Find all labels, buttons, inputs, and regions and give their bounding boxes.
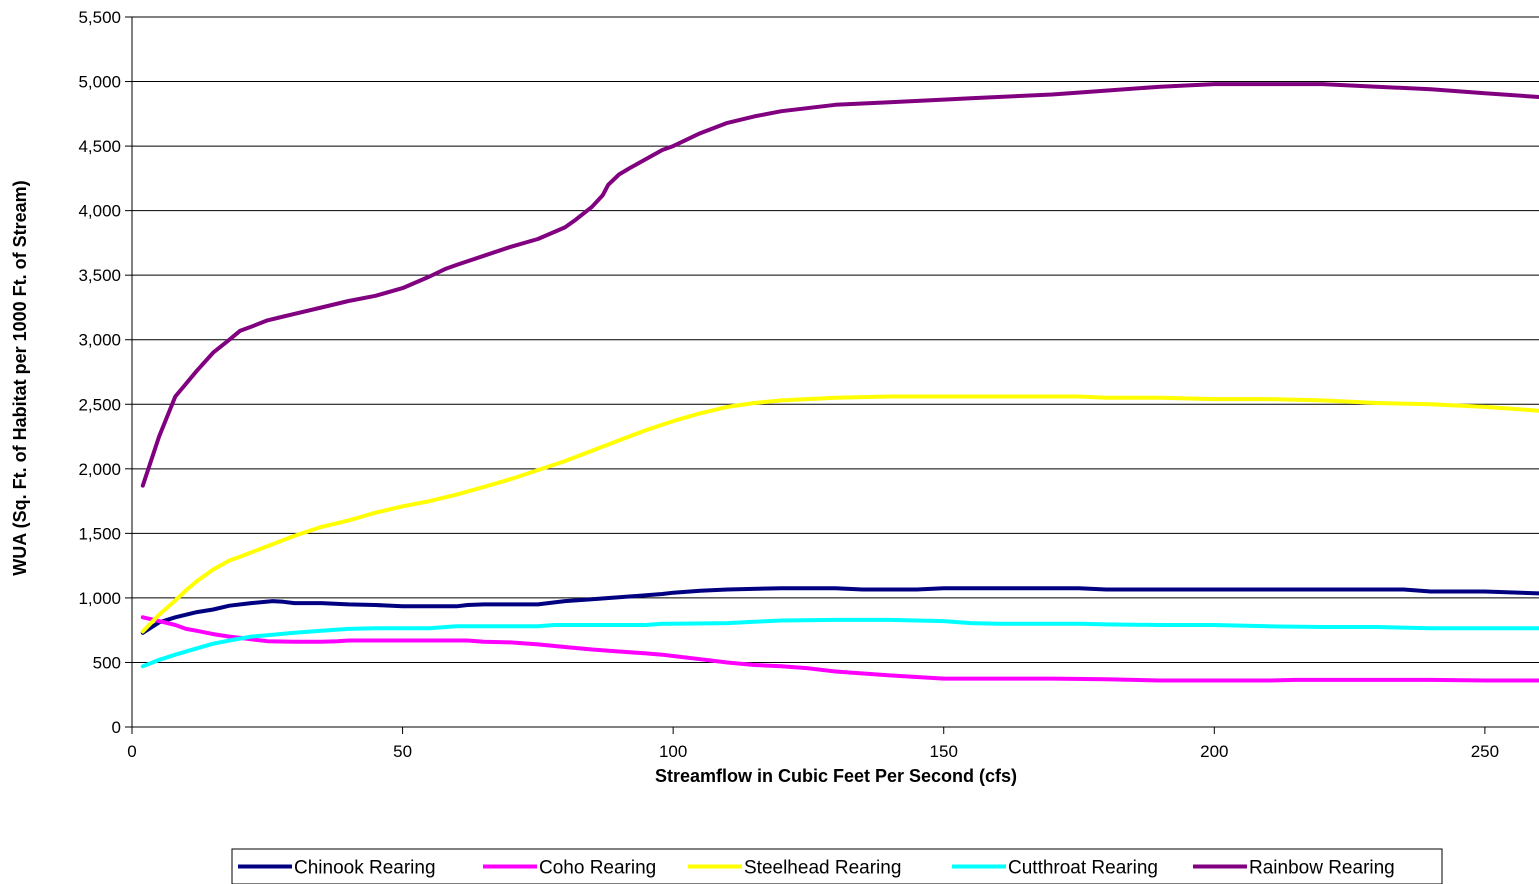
y-tick-labels: 0 500 1,000 1,500 2,000 2,500 3,000 3,500 4,000 4… <box>78 8 121 737</box>
x-tick-label: 200 <box>1200 742 1228 761</box>
x-tick-label: 50 <box>393 742 412 761</box>
y-axis-title: WUA (Sq. Ft. of Habitat per 1000 Ft. of … <box>10 180 30 575</box>
x-tick-labels: 0 50 100 150 200 250 <box>127 742 1499 761</box>
y-tick-label: 3,500 <box>78 266 121 285</box>
series-line-coho-rearing <box>140 615 1539 683</box>
x-tick-label: 0 <box>127 742 136 761</box>
legend-label: Rainbow Rearing <box>1249 858 1395 879</box>
series-line-steelhead-rearing <box>140 394 1539 634</box>
series-line-cutthroat-rearing <box>140 617 1539 669</box>
series-lines <box>140 82 1539 683</box>
legend-label: Coho Rearing <box>539 858 656 879</box>
legend-label: Cutthroat Rearing <box>1008 858 1158 879</box>
legend-label: Chinook Rearing <box>294 858 436 879</box>
y-tick-label: 4,000 <box>78 202 121 221</box>
y-tick-label: 1,000 <box>78 589 121 608</box>
y-tick-label: 2,500 <box>78 395 121 414</box>
series-line-chinook-rearing <box>140 586 1539 635</box>
y-tick-label: 1,500 <box>78 524 121 543</box>
y-tick-label: 3,000 <box>78 331 121 350</box>
x-tick-label: 150 <box>930 742 958 761</box>
x-tick-label: 250 <box>1471 742 1499 761</box>
y-tick-label: 5,500 <box>78 8 121 27</box>
y-tick-label: 4,500 <box>78 137 121 156</box>
legend: Chinook Rearing Coho Rearing Steelhead Rea… <box>231 848 1443 884</box>
y-tick-label: 500 <box>93 653 121 672</box>
legend-label: Steelhead Rearing <box>744 858 901 879</box>
series-line-rainbow-rearing <box>140 82 1539 488</box>
y-tick-label: 5,000 <box>78 73 121 92</box>
y-tick-label: 0 <box>112 718 121 737</box>
x-tick-label: 100 <box>659 742 687 761</box>
x-axis-title: Streamflow in Cubic Feet Per Second (cfs… <box>655 766 1017 786</box>
axes <box>125 16 1539 734</box>
gridlines <box>132 16 1539 663</box>
y-tick-label: 2,000 <box>78 460 121 479</box>
